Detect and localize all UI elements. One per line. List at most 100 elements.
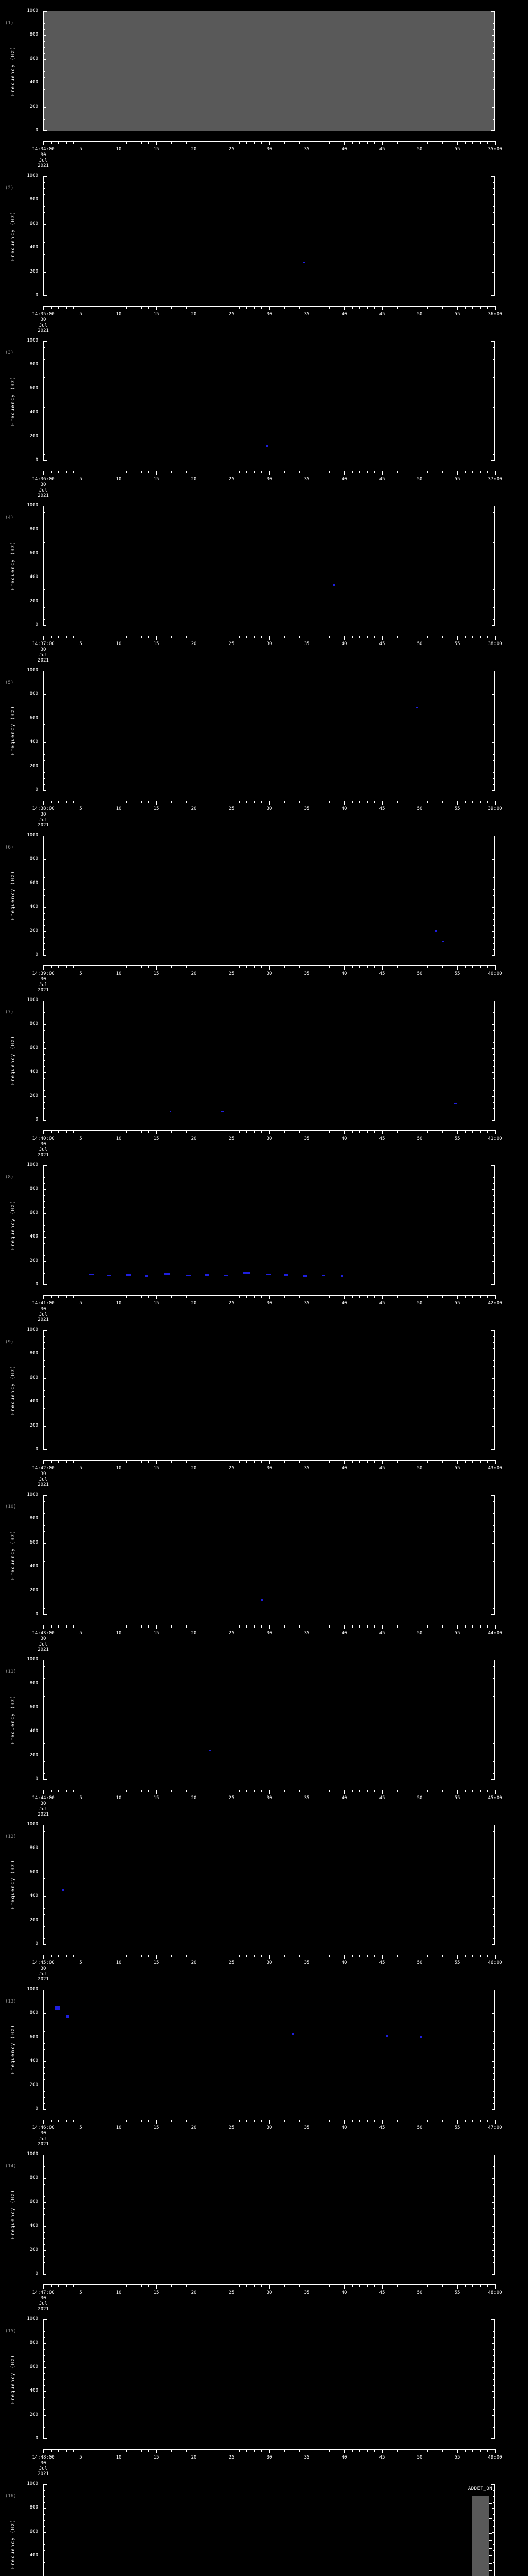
x-tick (344, 1295, 345, 1299)
x-tick (487, 1790, 488, 1792)
x-tick (427, 2449, 428, 2452)
x-tick-label: 15 (153, 1631, 159, 1636)
x-tick (284, 1460, 285, 1463)
x-tick (382, 2284, 383, 2289)
y-tick (43, 907, 46, 908)
x-tick (487, 141, 488, 144)
x-tick (382, 306, 383, 310)
x-tick-label: 30 (266, 2455, 272, 2460)
y-tick (43, 1926, 45, 1927)
x-tick-label: 15 (153, 1466, 159, 1471)
x-tick-label: 20 (191, 1960, 197, 1965)
x-axis-date-line: Jul (39, 158, 48, 163)
x-tick-label: 35 (304, 2290, 310, 2295)
x-tick (465, 636, 466, 638)
y-tick (493, 1273, 495, 1274)
y-tick (43, 1944, 46, 1945)
y-tick (493, 607, 495, 608)
x-tick-label: 45 (379, 1301, 385, 1306)
x-tick-label: 55 (454, 1795, 460, 1801)
y-tick-label: 600 (29, 1210, 38, 1215)
y-tick-label: 200 (29, 268, 38, 274)
y-tick (493, 2355, 495, 2356)
x-tick (299, 2284, 300, 2287)
x-tick (239, 141, 240, 144)
plot-area (43, 1001, 495, 1121)
y-tick (43, 347, 45, 348)
y-tick (492, 1237, 495, 1238)
x-tick (299, 2449, 300, 2452)
y-tick-label: 600 (29, 1704, 38, 1710)
x-tick (141, 801, 142, 803)
x-tick-label: 45 (379, 147, 385, 152)
x-axis-date-line: 30 (40, 2296, 46, 2301)
x-tick (126, 636, 127, 638)
x-tick (51, 1955, 52, 1957)
x-tick (148, 1130, 150, 1133)
x-tick (382, 965, 383, 970)
y-tick (43, 1078, 45, 1079)
y-tick-label: 600 (29, 1539, 38, 1545)
x-tick (329, 2284, 330, 2287)
y-tick (492, 694, 495, 696)
x-tick (299, 1625, 300, 1628)
y-tick (43, 859, 46, 860)
x-tick-label: 50 (417, 1136, 423, 1141)
plot-area (43, 341, 495, 461)
x-tick (254, 2120, 255, 2122)
x-tick (58, 1790, 59, 1792)
y-tick (492, 11, 495, 12)
y-tick (43, 1666, 45, 1667)
y-tick-label: 400 (29, 574, 38, 580)
x-tick (344, 1790, 345, 1794)
x-tick (495, 1295, 496, 1299)
x-axis-date-line: 30 (40, 812, 46, 817)
x-axis-date-line: 30 (40, 1801, 46, 1806)
y-tick (493, 1207, 495, 1208)
x-tick (171, 1955, 172, 1957)
x-tick (51, 306, 52, 309)
y-tick (43, 118, 45, 120)
panel-11: (11) Frequency (Hz) 0 200 400 600 800 1000 14:44… (0, 1649, 528, 1818)
x-tick (246, 141, 248, 144)
x-tick-label: 55 (454, 1631, 460, 1636)
y-tick-label: 200 (29, 763, 38, 769)
y-tick (493, 1513, 495, 1514)
y-tick (43, 2238, 45, 2239)
y-tick (43, 1378, 46, 1379)
x-tick (352, 306, 353, 309)
x-tick (246, 1130, 248, 1133)
x-tick (65, 141, 67, 144)
x-tick (299, 1295, 300, 1298)
x-tick (65, 1130, 67, 1133)
x-tick (239, 1130, 240, 1133)
x-tick (126, 2284, 127, 2287)
x-tick (465, 306, 466, 309)
x-tick-label: 40 (341, 1136, 348, 1141)
x-tick (261, 1625, 262, 1628)
x-tick-label: 35 (304, 1136, 310, 1141)
y-tick (493, 778, 495, 779)
y-tick (493, 1878, 495, 1879)
x-tick-label: 15 (153, 312, 159, 317)
x-tick (359, 471, 360, 473)
x-tick-label: 35 (304, 312, 310, 317)
y-tick (492, 2415, 495, 2416)
x-tick (51, 1130, 52, 1133)
x-tick (397, 1625, 398, 1628)
y-tick (492, 1543, 495, 1544)
x-tick-label: 30 (266, 1301, 272, 1306)
x-tick (442, 1790, 443, 1792)
x-tick (126, 1460, 127, 1463)
x-tick (427, 1625, 428, 1628)
y-tick (492, 2250, 495, 2251)
y-tick (43, 2331, 45, 2332)
y-tick (493, 1390, 495, 1391)
y-tick-label: 0 (35, 2271, 38, 2276)
x-axis-date: 30 Jul 2021 (38, 2131, 49, 2147)
x-tick-label: 50 (417, 1960, 423, 1965)
panel-9: (9) Frequency (Hz) 0 200 400 600 800 1000 14:42:… (0, 1319, 528, 1488)
y-axis-right-spine (494, 2484, 495, 2576)
y-tick (43, 2520, 45, 2521)
x-tick (465, 1955, 466, 1957)
